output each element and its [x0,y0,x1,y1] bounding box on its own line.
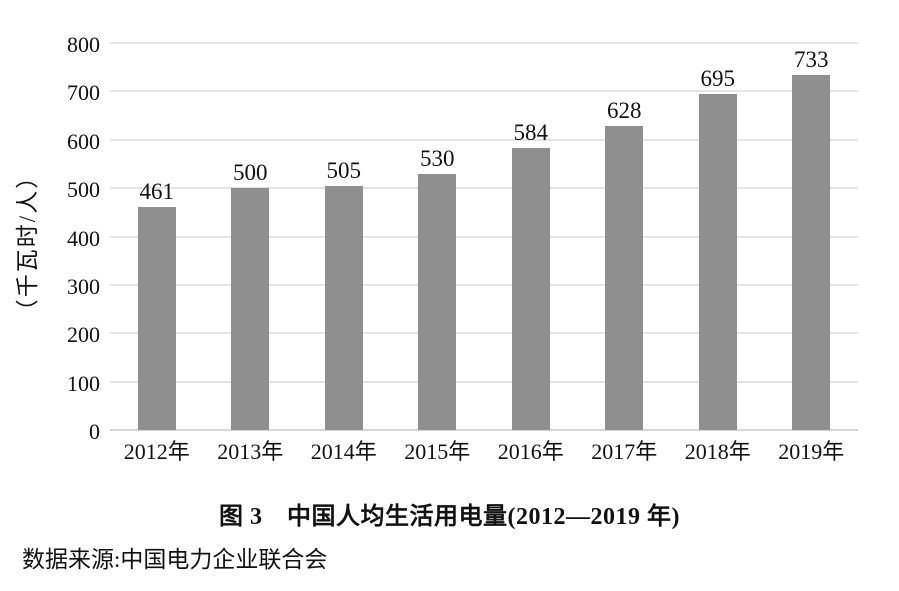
bar [698,93,737,430]
bar-value-label: 461 [139,179,175,204]
gridline [110,235,858,238]
x-tick-label: 2018年 [684,439,751,464]
gridline [110,90,858,93]
data-source: 数据来源:中国电力企业联合会 [22,547,328,572]
gridline [110,380,858,383]
y-axis: 0 100 200 300 400 500 600 700 800 [0,34,100,443]
bar-value-label: 695 [700,65,736,91]
y-tick-label: 800 [67,32,100,57]
bar-value-label: 733 [794,47,829,73]
bar [231,188,270,430]
bar-group: 500 [204,161,298,430]
y-tick-label: 300 [67,273,100,299]
chart-caption: 图 3 中国人均生活用电量(2012—2019 年) [219,504,680,530]
bar-value-label: 500 [233,160,268,186]
y-tick-label: 200 [67,322,100,348]
y-tick-label: 700 [67,80,100,106]
x-tick-label: 2014年 [310,439,377,464]
x-tick-label: 2013年 [217,439,284,464]
x-tick-label: 2012年 [123,439,190,464]
bar-group: 505 [297,159,391,430]
bar [324,185,363,430]
x-tick-label: 2016年 [497,439,564,464]
y-tick-label: 0 [89,419,100,444]
y-tick-label: 400 [67,225,100,251]
gridline [110,42,858,44]
x-axis: 2012年 2013年 2014年 2015年 2016年 2017年 2018年 2019年 [110,438,858,466]
bar-group: 530 [391,147,485,430]
bar-group: 695 [671,67,765,430]
bar-group: 584 [484,119,578,430]
bar [792,75,831,430]
x-tick-label: 2015年 [404,439,471,464]
bar-value-label: 584 [513,119,549,145]
y-tick-label: 600 [67,128,100,154]
bar [511,147,550,430]
gridline [110,138,858,141]
bar-value-label: 628 [607,98,642,124]
y-tick-label: 500 [67,177,100,203]
gridline [110,332,858,335]
gridline [110,187,858,190]
gridline [110,283,858,286]
plot-area: 461 500 505 530 584 628 695 733 [110,42,859,431]
x-tick-label: 2019年 [778,439,845,464]
bar-value-label: 530 [420,145,455,171]
bar [605,126,644,430]
y-tick-label: 100 [67,370,100,396]
bar [137,207,176,430]
gridline [110,429,858,431]
bar-group: 733 [765,48,859,430]
x-tick-label: 2017年 [591,439,658,464]
bar [418,173,457,430]
bar-group: 461 [110,180,204,430]
bar-value-label: 505 [326,157,362,183]
bar-group: 628 [578,99,672,430]
